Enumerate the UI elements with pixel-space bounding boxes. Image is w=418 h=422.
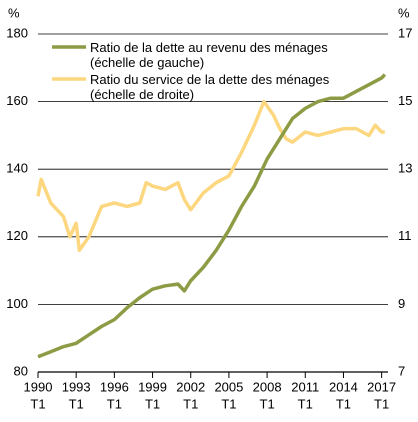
x-tick-sublabel: T1 [260, 396, 275, 411]
y-tick-label: 80 [14, 363, 28, 378]
x-tick-label: 1993 [62, 379, 91, 394]
x-tick-label: 2002 [176, 379, 205, 394]
y2-tick-label: 11 [398, 228, 412, 243]
x-tick-label: 2014 [329, 379, 358, 394]
x-tick-sublabel: T1 [69, 396, 84, 411]
y2-tick-label: 9 [398, 296, 405, 311]
data-line [37, 73, 387, 359]
x-tick-sublabel: T1 [183, 396, 198, 411]
x-tick-label: 1990 [24, 379, 53, 394]
y-axis-label: % [8, 5, 20, 20]
legend-label: Ratio de la dette au revenu des ménages … [90, 40, 328, 70]
y2-tick-label: 17 [398, 25, 412, 40]
x-tick-sublabel: T1 [298, 396, 313, 411]
x-tick-label: 1996 [100, 379, 129, 394]
data-line [36, 99, 385, 253]
y2-tick-label: 15 [398, 93, 412, 108]
x-tick-label: 1999 [138, 379, 167, 394]
x-tick-label: 2017 [367, 379, 396, 394]
x-tick-sublabel: T1 [221, 396, 236, 411]
x-tick-sublabel: T1 [336, 396, 351, 411]
y-tick-label: 140 [6, 161, 28, 176]
y-tick-label: 100 [6, 296, 28, 311]
x-tick-label: 2005 [214, 379, 243, 394]
y-tick-label: 180 [6, 25, 28, 40]
y2-axis-label: % [398, 5, 410, 20]
y2-tick-label: 13 [398, 161, 412, 176]
x-tick-sublabel: T1 [374, 396, 389, 411]
x-tick-label: 2011 [291, 379, 319, 394]
y-tick-label: 120 [6, 228, 28, 243]
y-tick-label: 160 [6, 93, 28, 108]
x-tick-sublabel: T1 [107, 396, 122, 411]
y2-tick-label: 7 [398, 363, 405, 378]
x-tick-sublabel: T1 [145, 396, 160, 411]
x-tick-label: 2008 [253, 379, 282, 394]
x-tick-sublabel: T1 [30, 396, 45, 411]
legend-label: Ratio du service de la dette des ménages… [90, 72, 330, 102]
